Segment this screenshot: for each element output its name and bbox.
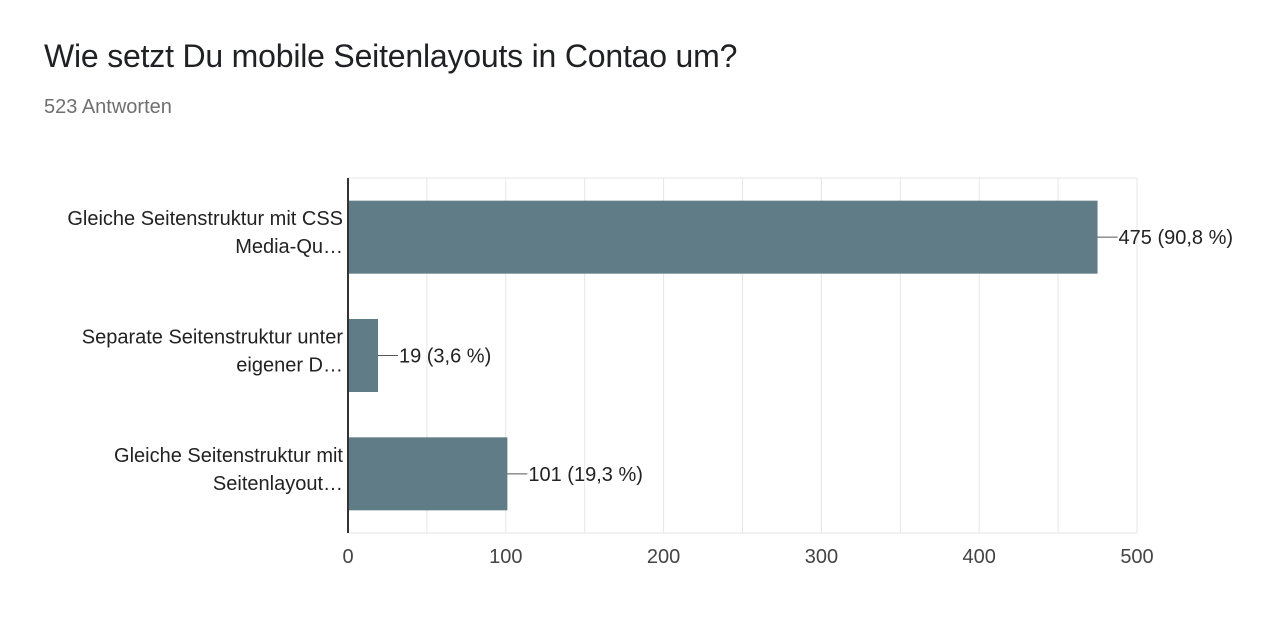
data-label: 101 (19,3 %)	[528, 464, 643, 486]
data-label: 19 (3,6 %)	[399, 346, 491, 368]
category-label: Seitenlayout…	[213, 473, 343, 495]
x-tick-label: 200	[647, 546, 680, 568]
x-tick-label: 500	[1120, 546, 1153, 568]
x-tick-label: 0	[342, 546, 353, 568]
data-label: 475 (90,8 %)	[1119, 227, 1234, 249]
category-label: Separate Seitenstruktur unter	[82, 327, 344, 349]
category-label: Media-Qu…	[235, 236, 343, 258]
category-label: Gleiche Seitenstruktur mit	[114, 445, 343, 467]
x-tick-label: 300	[805, 546, 838, 568]
category-label: eigener D…	[236, 355, 343, 377]
bar	[348, 200, 1098, 274]
x-tick-label: 400	[963, 546, 996, 568]
category-label: Gleiche Seitenstruktur mit CSS	[67, 208, 343, 230]
x-tick-label: 100	[489, 546, 522, 568]
bar	[348, 319, 378, 392]
bar	[348, 437, 508, 511]
chart-title: Wie setzt Du mobile Seitenlayouts in Con…	[44, 38, 738, 74]
response-count: 523 Antworten	[44, 96, 172, 118]
